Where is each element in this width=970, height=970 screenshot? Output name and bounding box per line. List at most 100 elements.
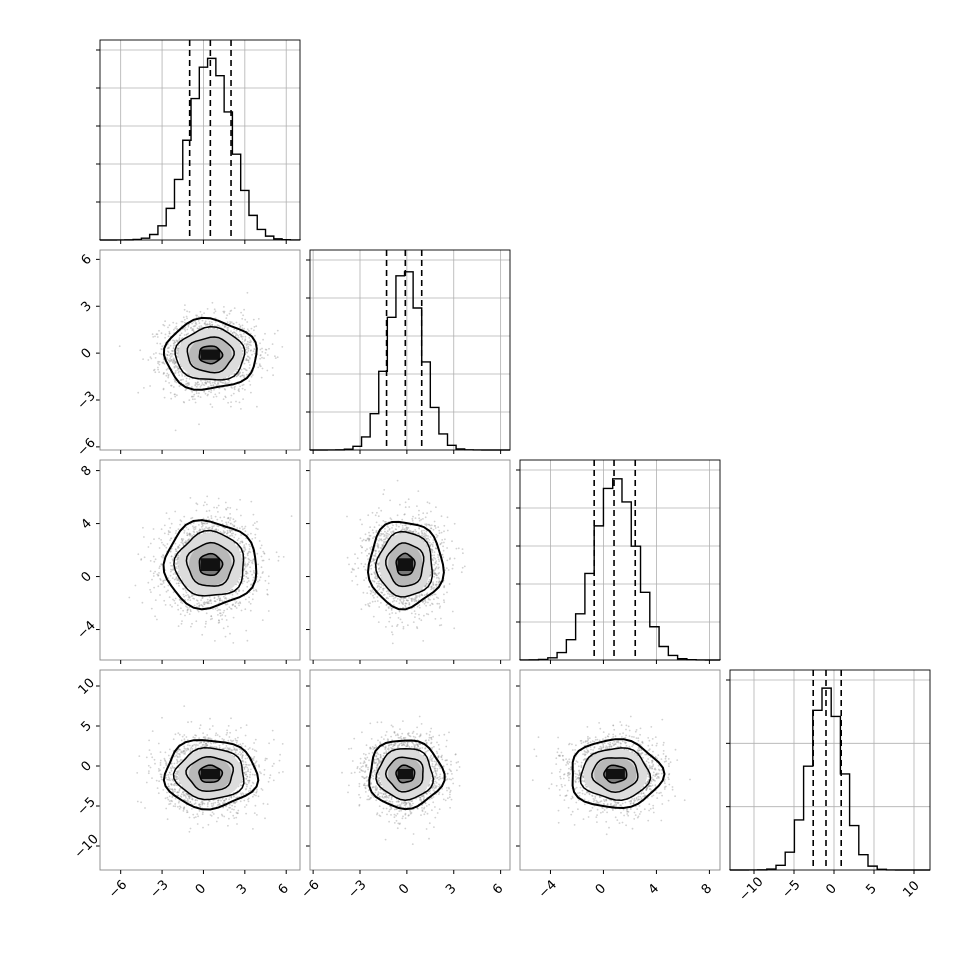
scatter-point: [175, 339, 178, 342]
scatter-point: [240, 609, 243, 612]
scatter-point: [221, 618, 224, 621]
scatter-point: [141, 601, 144, 604]
scatter-point: [164, 320, 167, 323]
scatter-point: [359, 518, 362, 521]
scatter-point: [209, 403, 212, 406]
scatter-point: [162, 323, 165, 326]
scatter-point: [217, 381, 220, 384]
scatter-point: [169, 357, 172, 360]
scatter-point: [231, 332, 234, 334]
scatter-point: [175, 582, 178, 585]
scatter-point: [261, 367, 264, 370]
scatter-point: [172, 573, 175, 575]
scatter-point: [219, 614, 222, 617]
scatter-point: [193, 604, 196, 607]
scatter-point: [224, 382, 226, 385]
scatter-point: [253, 352, 256, 355]
scatter-point: [180, 332, 183, 335]
scatter-point: [434, 558, 437, 560]
scatter-point: [261, 351, 264, 353]
scatter-point: [249, 364, 251, 366]
scatter-point: [194, 324, 197, 327]
scatter-point: [246, 321, 249, 323]
scatter-point: [196, 503, 199, 506]
scatter-point: [252, 579, 255, 582]
scatter-point: [234, 605, 237, 608]
scatter-point: [162, 361, 165, 363]
scatter-point: [158, 537, 161, 540]
scatter-point: [422, 512, 425, 515]
scatter-point: [260, 376, 263, 379]
scatter-point: [243, 527, 246, 530]
scatter-point: [229, 531, 232, 533]
scatter-point: [402, 626, 405, 628]
scatter-point: [221, 520, 223, 522]
scatter-point: [167, 533, 170, 536]
scatter-point: [249, 570, 252, 573]
scatter-point: [238, 390, 241, 393]
scatter-point: [219, 531, 222, 533]
scatter-point: [444, 538, 446, 541]
scatter-point: [233, 323, 235, 325]
scatter-point: [238, 604, 241, 607]
scatter-point: [182, 378, 185, 381]
scatter-point: [163, 372, 165, 374]
scatter-point: [159, 594, 161, 596]
scatter-point: [157, 362, 160, 365]
scatter-point: [204, 626, 207, 628]
scatter-point: [165, 546, 168, 549]
scatter-point: [241, 582, 244, 585]
scatter-point: [198, 602, 200, 604]
scatter-point: [376, 600, 379, 602]
scatter-point: [188, 383, 190, 386]
scatter-point: [267, 610, 270, 612]
scatter-point: [168, 531, 170, 533]
scatter-point: [362, 591, 365, 594]
scatter-point: [178, 334, 181, 337]
scatter-point: [205, 612, 208, 615]
scatter-point: [245, 369, 247, 371]
scatter-point: [230, 401, 233, 403]
scatter-point: [237, 537, 240, 540]
scatter-point: [154, 558, 157, 561]
scatter-point: [385, 534, 388, 537]
scatter-point: [443, 530, 445, 533]
scatter-point: [191, 329, 194, 332]
scatter-point: [272, 374, 274, 377]
scatter-point: [442, 549, 445, 552]
scatter-point: [218, 387, 221, 390]
scatter-point: [161, 345, 164, 348]
scatter-point: [260, 544, 263, 547]
scatter-point: [266, 354, 269, 356]
scatter-point: [178, 344, 180, 347]
scatter-point: [239, 385, 242, 388]
scatter-point: [209, 382, 212, 385]
scatter-point: [158, 371, 161, 373]
scatter-point: [249, 551, 252, 554]
scatter-point: [245, 346, 248, 349]
scatter-point: [240, 408, 242, 410]
scatter-point: [169, 356, 172, 358]
scatter-point: [210, 321, 213, 324]
scatter-point: [223, 306, 225, 308]
scatter-point: [229, 310, 232, 312]
scatter-point: [177, 554, 180, 557]
scatter-point: [274, 355, 276, 358]
scatter-point: [248, 601, 251, 603]
scatter-point: [156, 618, 158, 621]
scatter-point: [241, 341, 244, 344]
scatter-point: [214, 317, 217, 320]
scatter-point: [175, 563, 178, 566]
scatter-point: [198, 322, 201, 324]
scatter-point: [241, 374, 244, 377]
scatter-point: [155, 333, 158, 336]
scatter-point: [229, 517, 232, 519]
scatter-point: [212, 608, 215, 610]
scatter-point: [370, 548, 372, 551]
scatter-point: [195, 390, 198, 393]
scatter-point: [193, 325, 196, 328]
scatter-point: [256, 405, 258, 408]
scatter-point: [235, 375, 238, 377]
scatter-point: [240, 311, 243, 314]
scatter-point: [251, 374, 254, 376]
